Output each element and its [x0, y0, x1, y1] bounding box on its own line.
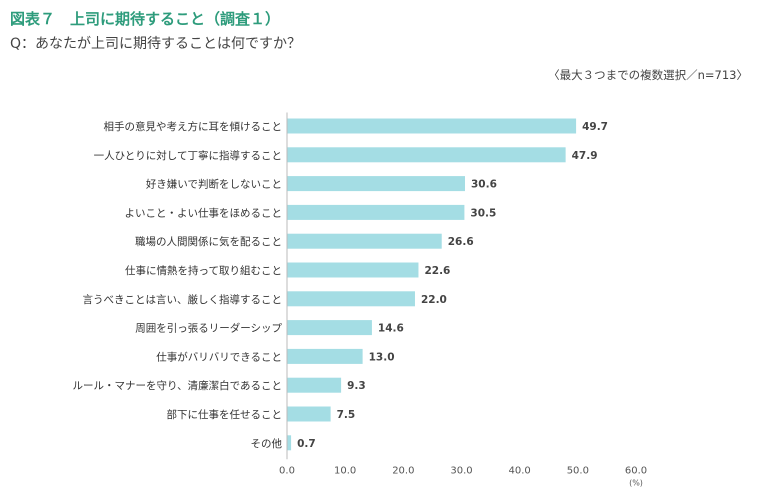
bar-8 — [287, 320, 372, 336]
category-label-4: よいこと・よい仕事をほめること — [125, 206, 283, 219]
category-label-2: 一人ひとりに対して丁寧に指導すること — [94, 149, 282, 162]
value-label-9: 13.0 — [369, 351, 395, 363]
x-axis: 0.0 10.0 20.0 30.0 40.0 50.0 60.0 (%) — [279, 112, 647, 487]
bars-layer — [287, 118, 577, 451]
category-label-11: 部下に仕事を任せること — [167, 408, 283, 421]
value-label-5: 26.6 — [448, 236, 474, 248]
value-label-10: 9.3 — [347, 380, 366, 392]
bar-3 — [287, 176, 465, 192]
x-tick-label-4: 30.0 — [450, 465, 472, 476]
x-tick-label-7: 60.0 — [625, 465, 647, 476]
sample-note: 〈最大３つまでの複数選択／n=713〉 — [548, 68, 748, 82]
category-label-5: 職場の人間関係に気を配ること — [135, 235, 282, 248]
bar-11 — [287, 406, 331, 422]
bar-1 — [287, 118, 577, 134]
category-label-3: 好き嫌いで判断をしないこと — [146, 178, 282, 191]
labels-layer: 相手の意見や考え方に耳を傾けること 49.7 一人ひとりに対して丁寧に指導すること 4… — [73, 120, 608, 450]
bar-12 — [287, 435, 292, 451]
x-tick-label-2: 10.0 — [334, 465, 356, 476]
value-label-8: 14.6 — [378, 323, 404, 335]
bar-7 — [287, 291, 415, 307]
bar-5 — [287, 233, 442, 249]
bar-6 — [287, 262, 419, 278]
category-label-1: 相手の意見や考え方に耳を傾けること — [104, 120, 283, 133]
value-label-3: 30.6 — [471, 179, 497, 191]
category-label-12: その他 — [251, 437, 283, 450]
figure-title: 図表７ 上司に期待すること（調査１） — [10, 10, 281, 28]
x-tick-label-5: 40.0 — [509, 465, 531, 476]
value-label-4: 30.5 — [470, 207, 496, 219]
value-label-2: 47.9 — [572, 150, 598, 162]
value-label-11: 7.5 — [337, 409, 356, 421]
x-tick-label-3: 20.0 — [392, 465, 414, 476]
category-label-6: 仕事に情熱を持って取り組むこと — [125, 264, 282, 277]
x-tick-label-1: 0.0 — [279, 465, 295, 476]
value-label-7: 22.0 — [421, 294, 447, 306]
bar-9 — [287, 348, 363, 364]
survey-question: Q：あなたが上司に期待することは何ですか？ — [10, 36, 302, 52]
bar-4 — [287, 204, 465, 220]
value-label-6: 22.6 — [424, 265, 450, 277]
category-label-8: 周囲を引っ張るリーダーシップ — [135, 322, 282, 335]
category-label-7: 言うべきことは言い、厳しく指導すること — [83, 293, 283, 306]
x-tick-label-6: 50.0 — [567, 465, 589, 476]
category-label-9: 仕事がバリバリできること — [156, 350, 282, 363]
value-label-12: 0.7 — [297, 438, 316, 450]
bar-2 — [287, 147, 566, 163]
value-label-1: 49.7 — [582, 121, 608, 133]
x-unit-label: (%) — [629, 478, 643, 487]
category-label-10: ルール・マナーを守り、清廉潔白であること — [73, 379, 282, 392]
bar-10 — [287, 377, 342, 393]
